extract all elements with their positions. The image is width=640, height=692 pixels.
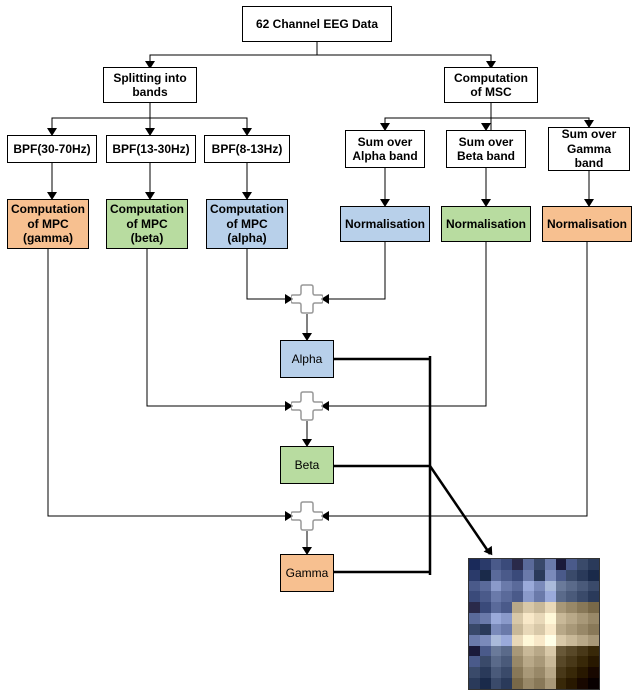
- node-msc: Computation of MSC: [444, 67, 538, 103]
- node-bpf1: BPF(30-70Hz): [7, 135, 97, 163]
- node-norm_gamma: Normalisation: [542, 206, 632, 242]
- node-mpc_gamma: Computation of MPC (gamma): [7, 199, 89, 249]
- node-mpc_alpha: Computation of MPC (alpha): [206, 199, 288, 249]
- node-norm_beta: Normalisation: [441, 206, 531, 242]
- node-norm_alpha: Normalisation: [340, 206, 430, 242]
- node-root: 62 Channel EEG Data: [242, 6, 392, 42]
- node-bpf3: BPF(8-13Hz): [204, 135, 290, 163]
- node-gamma: Gamma: [280, 554, 334, 592]
- plus-icon: [291, 283, 323, 315]
- node-alpha: Alpha: [280, 340, 334, 378]
- node-sum_gamma: Sum over Gamma band: [548, 127, 630, 171]
- node-sum_alpha: Sum over Alpha band: [345, 130, 425, 168]
- node-bpf2: BPF(13-30Hz): [106, 135, 196, 163]
- plus-icon: [291, 500, 323, 532]
- node-sum_beta: Sum over Beta band: [446, 130, 526, 168]
- node-split: Splitting into bands: [103, 67, 197, 103]
- node-beta: Beta: [280, 446, 334, 484]
- plus-icon: [291, 390, 323, 422]
- node-mpc_beta: Computation of MPC (beta): [106, 199, 188, 249]
- result-heatmap: [468, 558, 600, 690]
